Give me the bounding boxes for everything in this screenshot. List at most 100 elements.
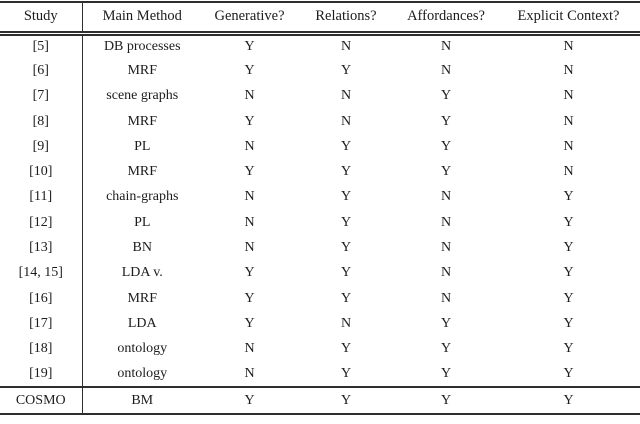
cell-explicit-context: Y	[563, 240, 574, 256]
column-header-main-method: Main Method	[82, 2, 202, 36]
cell-explicit-context: Y	[563, 290, 574, 306]
cell-affordances: Y	[395, 386, 497, 415]
cell-method: MRF	[127, 164, 158, 180]
cell-affordances: Y	[440, 341, 452, 357]
cell-explicit-context: Y	[563, 315, 574, 331]
column-header-explicit-context: Explicit Context?	[497, 2, 640, 36]
column-header-generative: Generative?	[202, 2, 297, 36]
cell-relations: Y	[340, 214, 352, 230]
cell-relations: N	[340, 315, 352, 331]
cell-study: [17]	[0, 311, 83, 337]
cell-explicit-context: N	[563, 88, 574, 104]
cell-study: [13]	[0, 235, 83, 261]
table-row: [7] scene graphs N N Y N	[0, 83, 640, 109]
table-row: [8] MRF Y N Y N	[0, 108, 640, 135]
cell-affordances: N	[440, 189, 452, 205]
cell-generative: Y	[244, 290, 255, 306]
cell-affordances: Y	[440, 88, 452, 104]
header-row: Study Main Method Generative? Relations?…	[0, 2, 640, 36]
cell-explicit-context: Y	[563, 189, 574, 205]
cell-method: scene graphs	[106, 88, 179, 104]
cell-affordances: N	[440, 265, 452, 281]
cell-generative: N	[244, 189, 255, 205]
table-row: [6] MRF Y Y N N	[0, 58, 640, 84]
cell-explicit-context: N	[563, 62, 574, 78]
cell-explicit-context: Y	[563, 366, 574, 381]
cell-explicit-context: Y	[563, 341, 574, 357]
cell-study: [16]	[0, 285, 83, 312]
cell-method: MRF	[127, 290, 158, 306]
cell-method: PL	[134, 138, 151, 154]
cell-explicit-context: N	[563, 113, 574, 129]
table-row: [16] MRF Y Y N Y	[0, 285, 640, 312]
cell-study: COSMO	[0, 386, 83, 415]
cell-relations: Y	[297, 386, 395, 415]
cell-generative: Y	[244, 265, 255, 281]
table-row: [13] BN N Y N Y	[0, 235, 640, 261]
cell-study: [19]	[0, 361, 83, 388]
cell-study: [14, 15]	[0, 260, 83, 286]
table-row: [11] chain-graphs N Y N Y	[0, 184, 640, 211]
cell-study: [7]	[0, 83, 83, 109]
table-row: [18] ontology N Y Y Y	[0, 336, 640, 362]
table-row: [10] MRF Y Y Y N	[0, 159, 640, 185]
cell-method: LDA	[127, 315, 157, 331]
cell-method: BM	[82, 386, 202, 415]
table-row: [9] PL N Y Y N	[0, 134, 640, 160]
cell-study: [11]	[0, 184, 83, 211]
cell-explicit-context: Y	[563, 265, 574, 281]
cell-method: MRF	[127, 62, 158, 78]
cell-relations: Y	[340, 62, 352, 78]
cell-relations: Y	[340, 189, 352, 205]
table-row: [17] LDA Y N Y Y	[0, 311, 640, 337]
cell-relations: N	[340, 88, 352, 104]
cell-relations: Y	[340, 290, 352, 306]
cell-generative: N	[244, 366, 255, 381]
cell-explicit-context: N	[563, 164, 574, 180]
cell-study: [8]	[0, 108, 83, 135]
cell-affordances: N	[440, 38, 452, 54]
cell-affordances: N	[440, 290, 452, 306]
cell-explicit-context: Y	[563, 214, 574, 230]
cosmo-summary-row: COSMO BM Y Y Y Y	[0, 386, 640, 415]
cell-study: [9]	[0, 134, 83, 160]
cell-affordances: Y	[440, 366, 452, 381]
cell-method: PL	[134, 214, 151, 230]
cell-generative: Y	[244, 113, 255, 129]
column-header-relations: Relations?	[297, 2, 395, 36]
cell-relations: N	[340, 38, 352, 54]
cell-generative: Y	[244, 62, 255, 78]
cell-explicit-context: Y	[497, 386, 640, 415]
cell-relations: Y	[340, 164, 352, 180]
cell-generative: N	[244, 88, 255, 104]
table-row: [19] ontology N Y Y Y	[0, 361, 640, 388]
cell-generative: N	[244, 214, 255, 230]
cell-explicit-context: N	[563, 38, 574, 54]
cell-generative: Y	[202, 386, 297, 415]
cell-study: [18]	[0, 336, 83, 362]
cell-method: LDA v.	[121, 265, 163, 281]
cell-generative: N	[244, 240, 255, 256]
column-header-study: Study	[0, 2, 83, 36]
cell-affordances: N	[440, 214, 452, 230]
cell-method: MRF	[127, 113, 158, 129]
cell-method: DB processes	[103, 38, 181, 54]
cell-generative: Y	[244, 315, 255, 331]
cell-relations: Y	[340, 341, 352, 357]
cell-affordances: Y	[440, 113, 452, 129]
cell-affordances: N	[440, 62, 452, 78]
cell-generative: N	[244, 138, 255, 154]
cell-generative: N	[244, 341, 255, 357]
method-comparison-table: Study Main Method Generative? Relations?…	[0, 1, 640, 416]
cell-explicit-context: N	[563, 138, 574, 154]
table-row: [5] DB processes Y N N N	[0, 33, 640, 59]
table-row: [12] PL N Y N Y	[0, 210, 640, 236]
cell-affordances: Y	[440, 138, 452, 154]
cell-affordances: Y	[440, 315, 452, 331]
cell-relations: Y	[340, 265, 352, 281]
cell-relations: Y	[340, 240, 352, 256]
cell-method: chain-graphs	[106, 189, 179, 205]
cell-study: [10]	[0, 159, 83, 185]
cell-study: [12]	[0, 210, 83, 236]
cell-affordances: N	[440, 240, 452, 256]
